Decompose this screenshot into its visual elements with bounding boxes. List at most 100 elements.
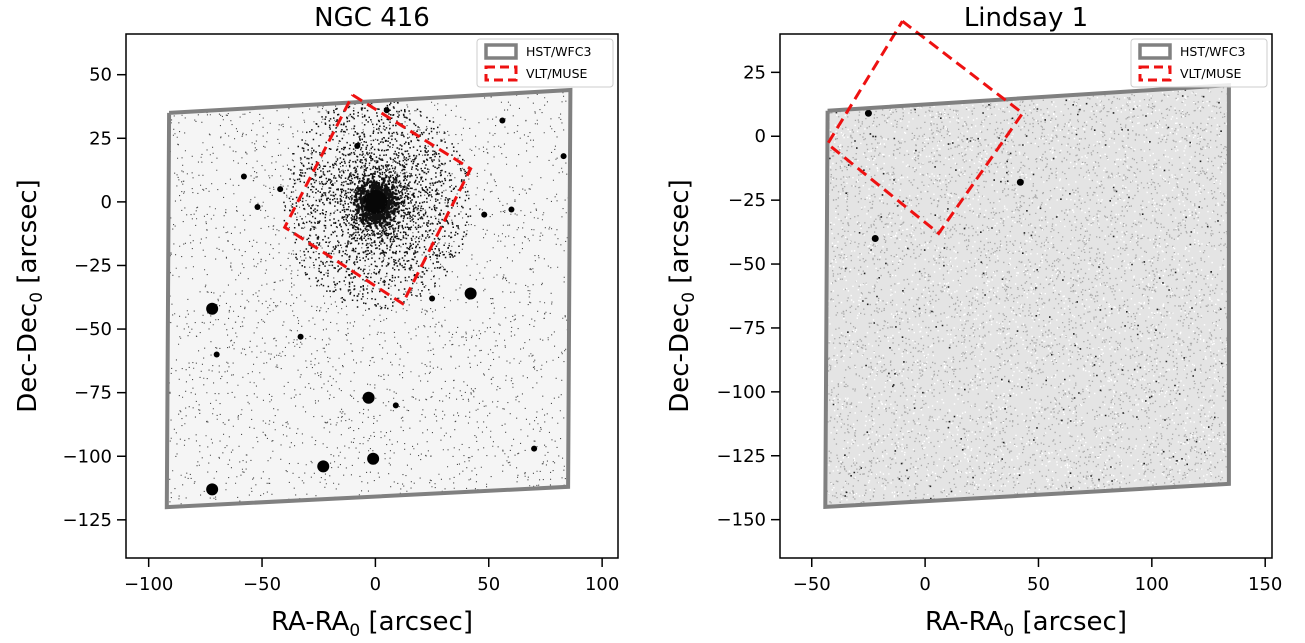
y-tick-label: −50 <box>74 319 112 340</box>
bright-star <box>206 483 219 496</box>
y-tick-label: 25 <box>89 128 112 149</box>
y-axis-label-main: Dec-Dec <box>665 303 695 413</box>
y-tick-label: −75 <box>74 383 112 404</box>
bright-star <box>383 107 390 114</box>
bright-star <box>354 142 361 149</box>
y-tick-label: −25 <box>74 255 112 276</box>
chart-title: NGC 416 <box>314 3 430 33</box>
muse-footprint <box>825 20 1025 236</box>
x-axis-label-unit: [arcsec] <box>1023 607 1127 637</box>
y-tick-label: −150 <box>717 510 766 531</box>
y-tick-label: −75 <box>728 318 766 339</box>
x-tick-label: 50 <box>1027 574 1050 595</box>
y-tick-label: 25 <box>743 62 766 83</box>
x-axis-label-subscript: 0 <box>1003 621 1014 641</box>
detector-image <box>166 89 571 508</box>
bright-star <box>499 117 506 124</box>
footprints <box>823 20 1231 510</box>
bright-star <box>362 391 375 404</box>
legend-swatch-hst <box>1138 43 1172 60</box>
y-ticks: 25 0 −25 −50 −75 −100 −125 −150 <box>717 62 780 531</box>
y-axis-label-main: Dec-Dec <box>13 303 43 413</box>
y-tick-label: −25 <box>728 190 766 211</box>
chart-title: Lindsay 1 <box>964 3 1088 33</box>
detector-image <box>825 85 1229 507</box>
x-tick-label: −50 <box>243 574 281 595</box>
bright-star <box>560 153 567 160</box>
y-tick-label: 0 <box>755 126 766 147</box>
y-axis-label-unit: [arcsec] <box>665 179 695 283</box>
plot-frame <box>125 33 619 559</box>
bright-star <box>464 287 477 300</box>
bright-star <box>481 211 488 218</box>
bright-star <box>1016 178 1024 186</box>
y-axis-label-unit: [arcsec] <box>13 179 43 283</box>
y-axis-label-subscript: 0 <box>27 292 47 303</box>
bright-star <box>429 295 436 302</box>
x-tick-label: −50 <box>793 574 831 595</box>
x-axis-label-main: RA-RA <box>271 607 350 637</box>
y-tick-label: −50 <box>728 254 766 275</box>
panel-ngc416: −100 −50 0 50 100 50 25 0 −25 −50 −75 −100 −125 NGC… <box>13 3 619 641</box>
background-pixels <box>167 90 571 508</box>
panel-lindsay1: −50 0 50 100 150 25 0 −25 −50 −75 −100 −125 −150 Li… <box>665 3 1282 641</box>
x-tick-label: −100 <box>124 574 173 595</box>
bright-star <box>531 445 538 452</box>
hst-footprint <box>823 82 1231 510</box>
x-tick-label: 100 <box>1135 574 1169 595</box>
legend-swatch-muse <box>1138 65 1172 82</box>
y-tick-label: 0 <box>101 192 112 213</box>
x-axis-label-main: RA-RA <box>925 607 1004 637</box>
muse-footprint <box>282 93 473 306</box>
x-tick-label: 0 <box>370 574 381 595</box>
legend-box <box>1130 38 1268 88</box>
bright-star <box>213 351 220 358</box>
x-ticks: −100 −50 0 50 100 <box>124 558 619 595</box>
bright-star <box>871 234 879 242</box>
legend-label-muse: VLT/MUSE <box>526 66 588 81</box>
bright-star <box>254 203 261 210</box>
y-axis-label-subscript: 0 <box>679 292 699 303</box>
legend: HST/WFC3 VLT/MUSE <box>1130 38 1268 88</box>
legend-swatch-hst <box>484 43 518 60</box>
y-tick-label: −125 <box>717 446 766 467</box>
y-tick-label: −125 <box>63 510 112 531</box>
y-tick-label: −100 <box>63 446 112 467</box>
y-axis-label: Dec-Dec0 [arcsec] <box>665 179 699 413</box>
x-axis-label: RA-RA0 [arcsec] <box>925 607 1127 641</box>
y-tick-label: 50 <box>89 65 112 86</box>
x-tick-label: 0 <box>919 574 930 595</box>
bright-star <box>317 460 330 473</box>
bright-star <box>240 173 247 180</box>
x-tick-label: 50 <box>477 574 500 595</box>
legend-box <box>476 38 614 88</box>
y-axis-label: Dec-Dec0 [arcsec] <box>13 179 47 413</box>
legend-label-muse: VLT/MUSE <box>1180 66 1242 81</box>
plot-frame <box>779 33 1273 559</box>
hst-footprint <box>164 87 573 510</box>
x-axis-label: RA-RA0 [arcsec] <box>271 607 473 641</box>
x-axis-label-unit: [arcsec] <box>369 607 473 637</box>
cluster-center <box>363 189 388 214</box>
legend-label-hst: HST/WFC3 <box>526 44 591 59</box>
y-ticks: 50 25 0 −25 −50 −75 −100 −125 <box>63 65 126 531</box>
x-axis-label-subscript: 0 <box>349 621 360 641</box>
legend-label-hst: HST/WFC3 <box>1180 44 1245 59</box>
star-field <box>166 89 571 508</box>
x-ticks: −50 0 50 100 150 <box>793 558 1282 595</box>
legend-swatch-muse <box>484 65 518 82</box>
bright-star <box>864 109 872 117</box>
bright-star <box>277 186 284 193</box>
bright-star <box>392 402 399 409</box>
star-field <box>825 85 1229 507</box>
footprints <box>164 87 573 510</box>
y-tick-label: −100 <box>717 382 766 403</box>
x-tick-label: 100 <box>585 574 619 595</box>
bright-star <box>508 206 515 213</box>
bright-star <box>367 452 380 465</box>
bright-star <box>297 333 304 340</box>
bright-star <box>206 302 219 315</box>
x-tick-label: 150 <box>1248 574 1282 595</box>
legend: HST/WFC3 VLT/MUSE <box>476 38 614 88</box>
